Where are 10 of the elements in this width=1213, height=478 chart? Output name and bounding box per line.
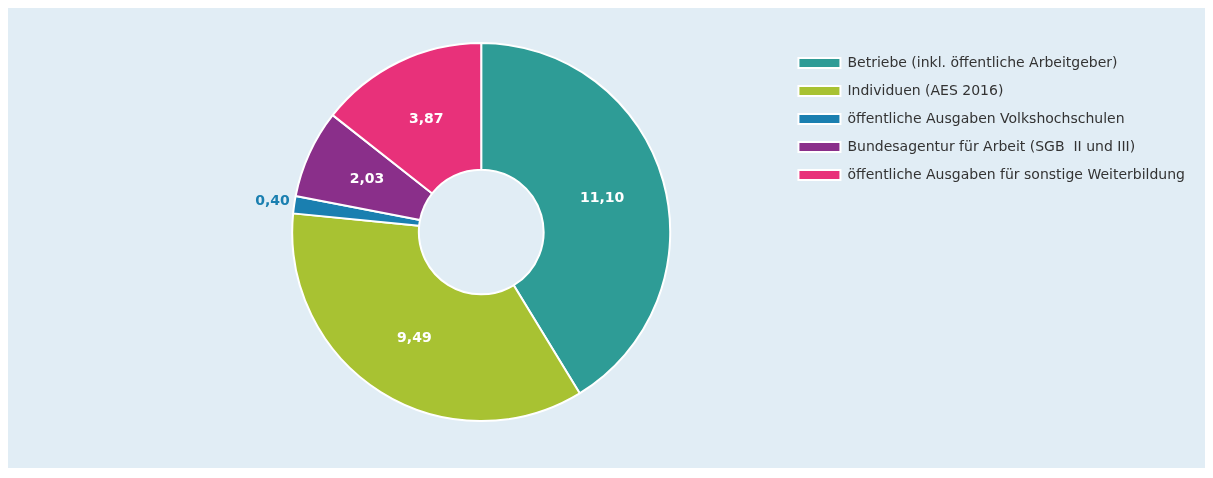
data-label: 3,87 [409, 109, 444, 126]
legend-label: Betriebe (inkl. öffentliche Arbeitgeber) [847, 53, 1118, 70]
legend-label: Individuen (AES 2016) [847, 81, 1004, 98]
legend-label: öffentliche Ausgaben für sonstige Weiterbildung [847, 165, 1186, 182]
legend-label: Bundesagentur für Arbeit (SGB II und III) [847, 137, 1136, 154]
data-label: 2,03 [349, 170, 385, 187]
data-label: 11,10 [580, 188, 625, 205]
legend-label: öffentliche Ausgaben Volkshochschulen [847, 109, 1125, 126]
data-label: 0,40 [255, 192, 290, 209]
data-label: 9,49 [397, 329, 432, 346]
